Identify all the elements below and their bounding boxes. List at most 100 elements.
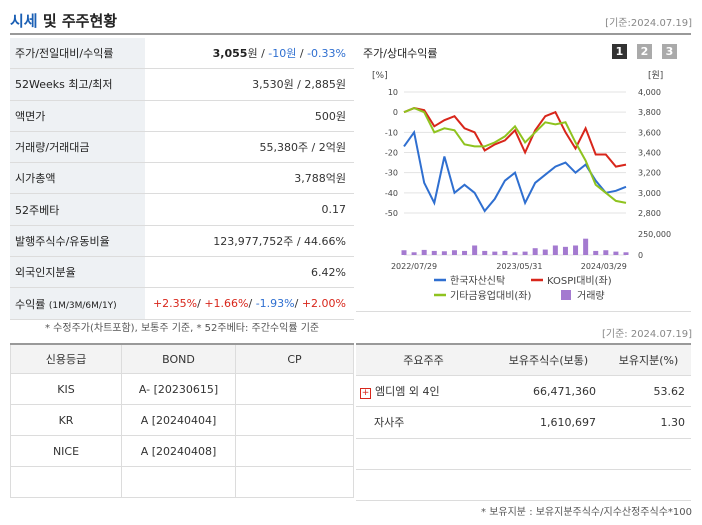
holders-note: * 보유지분 : 보유지분주식수/지수산정주식수*100 [481,507,692,518]
quote-value: 6.42% [145,256,354,289]
volume-bar [573,245,579,255]
legend-label: 한국자산신탁 [450,275,505,287]
volume-bar [431,250,437,255]
series-line-2 [403,107,627,168]
volume-bar [462,250,468,255]
quote-value: 3,788억원 [145,162,354,195]
volume-bar [441,251,447,255]
table-row: 자사주 1,610,697 1.30 [356,406,691,439]
table-row: 주가/전일대비/수익률 3,055원 / -10원 / -0.33% [10,38,354,70]
column-header: 보유지분(%) [606,343,691,376]
table-header-row: 주요주주 보유주식수(보통) 보유지분(%) [356,343,691,376]
price-chart: [%] [원] 10 4,000 0 3,800 -10 3,600 -20 3,400 -30 3,… [372,70,671,302]
table-row: KR A [20240404] [10,404,354,436]
table-header-row: 신용등급 BOND CP [10,343,354,374]
table-row: 52Weeks 최고/최저 3,530원 / 2,885원 [10,68,354,101]
volume-bar [421,249,427,255]
table-row [10,466,354,498]
volume-tick-label: 0 [638,251,643,260]
volume-bar [562,246,568,255]
chart-page-1-button[interactable]: 1 [612,44,627,59]
volume-bar [613,251,619,255]
right-tick-label: 2,800 [638,209,661,218]
quote-value: 123,977,752주 / 44.66% [145,225,354,258]
volume-bar [542,249,548,255]
quote-label: 주가/전일대비/수익률 [10,38,145,70]
right-axis-label: [원] [648,70,663,81]
volume-bar [451,250,457,255]
quote-table: 주가/전일대비/수익률 3,055원 / -10원 / -0.33% 52Wee… [10,38,354,320]
volume-bar [583,238,589,255]
legend-swatch [561,290,571,300]
volume-tick-label: 250,000 [638,230,671,239]
holder-pct: 1.30 [606,406,691,439]
quote-price: 3,055원 / -10원 / -0.33% [145,38,354,70]
table-row: 외국인지분율 6.42% [10,256,354,289]
chart-page-2-button[interactable]: 2 [637,44,652,59]
column-header: 주요주주 [356,343,491,376]
table-row: 액면가 500원 [10,100,354,132]
quote-note: * 수정주가(차트포함), 보통주 기준, * 52주베타: 주간수익률 기준 [45,323,320,334]
left-tick-label: 0 [393,108,398,117]
volume-bar [411,252,417,255]
quote-value: 3,530원 / 2,885원 [145,68,354,101]
chart-page-3-button[interactable]: 3 [662,44,677,59]
legend-label: KOSPI대비(좌) [547,275,612,287]
holder-name: 자사주 [356,406,491,439]
table-row: 발행주식수/유동비율 123,977,752주 / 44.66% [10,225,354,258]
table-row: 수익률 (1M/3M/6M/1Y) +2.35%/ +1.66%/ -1.93%… [10,287,354,320]
right-tick-label: 3,600 [638,128,661,137]
series-line-3 [403,107,627,204]
table-row: 52주베타 0.17 [10,193,354,226]
volume-bar [532,248,538,255]
header-divider [10,33,691,35]
x-tick-label: 2022/07/29 [391,262,437,271]
quote-value: 0.17 [145,193,354,226]
section-title: 시세 및 주주현황 [10,12,118,30]
volume-bar [401,250,407,255]
left-tick-label: -30 [385,169,398,178]
table-row [356,469,691,502]
legend-label: 기타금융업대비(좌) [450,289,532,302]
right-tick-label: 3,800 [638,108,661,117]
volume-bar [512,252,518,255]
column-header: 신용등급 [10,343,122,374]
volume-bar [482,250,488,255]
chart-reference-date: [기준: 2024.07.19] [601,329,692,340]
right-tick-label: 4,000 [638,88,661,97]
right-tick-label: 3,200 [638,169,661,178]
expand-icon[interactable]: + [360,388,371,400]
legend-label: 거래량 [577,290,605,302]
reference-date: [기준:2024.07.19] [605,18,692,29]
table-row: 거래량/거래대금 55,380주 / 2억원 [10,131,354,164]
volume-bar [552,245,558,255]
holder-shares: 66,471,360 [491,375,606,408]
volume-bar [472,245,478,255]
left-tick-label: -10 [385,128,398,137]
left-tick-label: 10 [388,88,398,97]
table-row: KIS A- [20230615] [10,373,354,405]
column-header: CP [235,343,354,374]
volume-bar [502,250,508,255]
quote-value: 500원 [145,100,354,132]
holder-shares: 1,610,697 [491,406,606,439]
volume-bar [492,251,498,255]
volume-bar [522,251,528,255]
column-header: BOND [121,343,236,374]
left-tick-label: -40 [385,189,398,198]
table-row: 시가총액 3,788억원 [10,162,354,195]
left-tick-label: -50 [385,209,398,218]
right-tick-label: 3,000 [638,189,661,198]
major-holders-table: 주요주주 보유주식수(보통) 보유지분(%) + 엠디엠 외 4인 66,471,… [356,343,691,502]
volume-bar [623,252,629,255]
chart-panel [356,38,691,312]
holder-name: 엠디엠 외 4인 [375,385,440,399]
table-row: NICE A [20240408] [10,435,354,467]
return-rates: +2.35%/ +1.66%/ -1.93%/ +2.00% [145,287,354,320]
quote-value: 55,380주 / 2억원 [145,131,354,164]
chart-title: 주가/상대수익률 [363,47,438,60]
holder-pct: 53.62 [606,375,691,408]
left-axis-label: [%] [372,71,388,81]
credit-rating-table: 신용등급 BOND CP KIS A- [20230615] KR A [20240… [10,343,354,498]
column-header: 보유주식수(보통) [491,343,606,376]
